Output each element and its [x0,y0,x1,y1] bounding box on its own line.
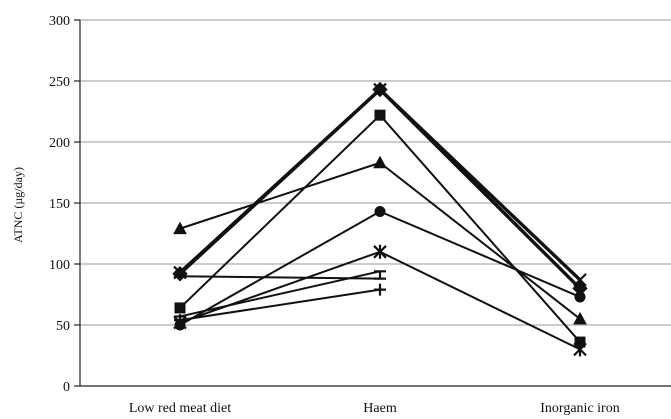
data-point-s8-c0 [174,314,186,327]
data-point-s4-c2 [574,291,586,303]
y-axis-title: ATNC (µg/day) [11,167,25,243]
x-category-label-0: Low red meat diet [129,401,231,416]
data-point-s1-c1 [372,81,388,98]
gridlines [80,19,671,326]
y-tick-label-200: 200 [49,136,70,151]
data-point-s2-c1 [374,109,386,121]
data-point-s3-c0 [173,221,187,235]
y-tick-label-100: 100 [49,258,70,273]
data-point-s0-c2 [573,273,587,287]
x-category-labels: Low red meat diet Haem Inorganic iron [129,401,620,416]
data-point-s5-c1 [373,244,387,259]
data-point-s2-c0 [174,302,186,314]
data-point-s4-c1 [374,206,386,218]
y-tick-label-250: 250 [49,75,70,90]
data-point-s8-c1 [374,283,386,296]
data-points [172,81,588,357]
data-point-s3-c2 [573,311,587,325]
y-tick-label-50: 50 [56,319,70,334]
data-point-s7-c1 [374,270,386,279]
series-line-7 [179,270,381,318]
x-category-label-2: Inorganic iron [540,401,619,416]
x-category-label-1: Haem [363,401,397,416]
y-tick-labels: 0 50 100 150 200 250 300 [49,14,70,395]
y-tick-label-300: 300 [49,14,70,29]
series-line-8 [179,288,381,322]
data-point-s5-c2 [573,342,587,357]
series-line-5 [179,250,581,351]
data-point-s3-c1 [373,155,387,169]
axes [74,19,671,387]
y-tick-label-150: 150 [49,197,70,212]
y-tick-label-0: 0 [63,380,70,395]
series-lines [178,87,582,351]
